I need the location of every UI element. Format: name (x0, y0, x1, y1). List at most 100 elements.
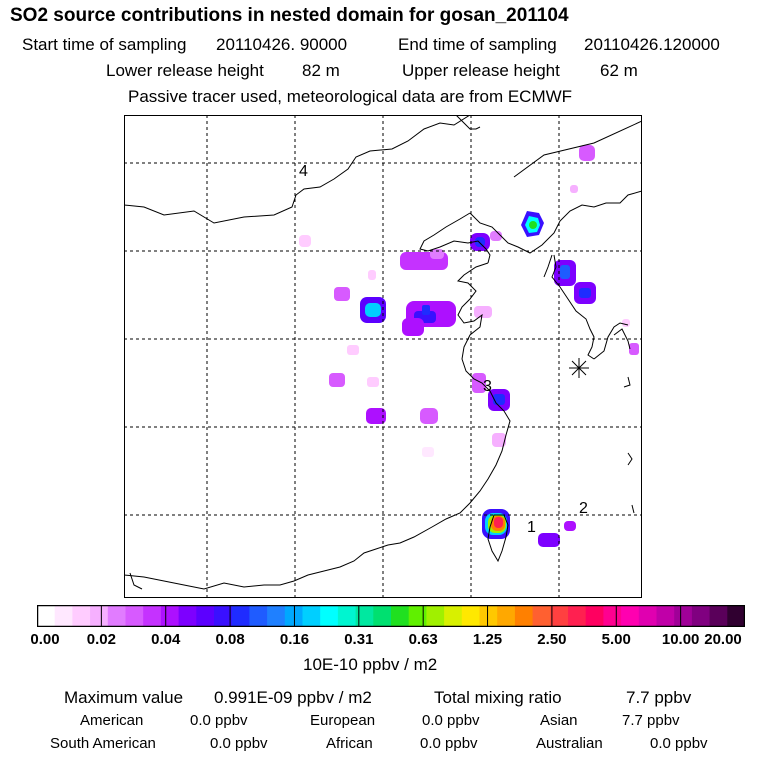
border-line (455, 115, 481, 130)
colorbar-swatch (621, 605, 640, 627)
coastline (551, 254, 595, 360)
colorbar-frame (37, 605, 745, 627)
plume-patch (366, 408, 386, 424)
lower-release-value: 82 m (302, 61, 340, 80)
colorbar-swatch (160, 605, 180, 627)
marker-2: 2 (579, 500, 588, 517)
colorbar-swatch (284, 605, 303, 627)
start-time-value: 20110426. 90000 (216, 35, 348, 54)
colorbar-tick-label: 0.16 (279, 631, 310, 648)
plume-patch (368, 270, 376, 280)
colorbar-tick-label: 0.63 (408, 631, 438, 648)
coastline (627, 452, 633, 466)
colorbar-swatch (178, 605, 197, 627)
colorbar-swatch (373, 605, 392, 627)
map-frame (124, 115, 642, 598)
marker-4: 4 (299, 163, 308, 180)
plume-patch (570, 185, 578, 193)
plume-patch (299, 235, 311, 247)
max-value-label: Maximum value (64, 688, 184, 707)
plume-patch (420, 408, 438, 424)
taiwan-coastline (487, 514, 509, 563)
colorbar-swatch (320, 605, 339, 627)
plume-patch (402, 301, 456, 336)
map-panel: 4 3 1 2 (124, 115, 642, 598)
plume-patch (554, 260, 576, 286)
lower-release-label: Lower release height (106, 61, 264, 80)
colorbar-swatch (231, 605, 250, 627)
colorbar-tick-label: 2.50 (537, 631, 567, 648)
coastline (129, 572, 143, 590)
plume-patch (579, 145, 595, 161)
colorbar-tick-label: 0.04 (151, 631, 181, 648)
colorbar-swatch (638, 605, 657, 627)
coastline (631, 504, 635, 514)
colorbar-swatch (691, 605, 711, 627)
plume-patch (490, 231, 502, 241)
graticule (124, 115, 642, 598)
colorbar-swatch (125, 605, 144, 627)
tracer-note: Passive tracer used, meteorological data… (128, 87, 573, 106)
region-south-american-name: South American (50, 735, 156, 752)
total-mixing-value: 7.7 ppbv (626, 688, 692, 707)
colorbar-swatch (214, 605, 233, 627)
border-line (124, 115, 471, 224)
receptor-asterisk-icon (569, 358, 589, 378)
max-value: 0.991E-09 ppbv / m2 (214, 688, 372, 707)
region-african-value: 0.0 ppbv (420, 735, 478, 752)
plume-patch (622, 319, 630, 327)
colorbar-tick-label: 0.08 (215, 631, 245, 648)
colorbar-tick-label: 0.31 (344, 631, 374, 648)
upper-release-value: 62 m (600, 61, 638, 80)
colorbar-swatch (550, 605, 569, 627)
upper-release-label: Upper release height (402, 61, 560, 80)
coastline (623, 376, 631, 388)
coastline (593, 322, 629, 360)
plume-patch (367, 377, 379, 387)
colorbar-swatch (408, 605, 427, 627)
region-asian-name: Asian (540, 712, 578, 729)
colorbar-tick-label: 20.00 (704, 631, 742, 648)
marker-1: 1 (527, 519, 536, 536)
colorbar-swatch (444, 605, 463, 627)
colorbar-tick-label: 0.02 (86, 631, 116, 648)
colorbar-swatch (585, 605, 604, 627)
plume-patch (629, 343, 639, 355)
border-line (469, 190, 642, 254)
plume-patch (472, 373, 486, 393)
border-line (513, 120, 642, 178)
colorbar-tick-label: 5.00 (601, 631, 631, 648)
colorbar-swatch (302, 605, 321, 627)
end-time-label: End time of sampling (398, 35, 557, 54)
chart-title: SO2 source contributions in nested domai… (10, 5, 569, 26)
region-australian-name: Australian (536, 735, 603, 752)
plume-patch (347, 345, 359, 355)
region-south-american-value: 0.0 ppbv (210, 735, 268, 752)
colorbar-swatch (391, 605, 410, 627)
colorbar-swatch (514, 605, 534, 627)
colorbar-swatch (267, 605, 286, 627)
colorbar-swatch (727, 605, 745, 627)
colorbar-swatch (355, 605, 374, 627)
total-mixing-label: Total mixing ratio (434, 688, 562, 707)
colorbar-swatch (72, 605, 91, 627)
colorbar-swatch (54, 605, 73, 627)
colorbar-swatch (461, 605, 480, 627)
coastline (543, 254, 553, 278)
plume-patch (334, 287, 350, 301)
plume-patch (492, 433, 506, 447)
colorbar-swatch (90, 605, 109, 627)
region-european-name: European (310, 712, 376, 729)
marker-3: 3 (483, 378, 492, 395)
colorbar (37, 605, 745, 627)
plume-patch (538, 521, 576, 547)
colorbar-swatch (709, 605, 728, 627)
colorbar-swatch (656, 605, 675, 627)
coastline (124, 262, 511, 590)
colorbar-swatch (479, 605, 498, 627)
plume-patch (574, 282, 596, 304)
colorbar-unit: 10E-10 ppbv / m2 (303, 655, 438, 674)
plume-patch (474, 306, 492, 318)
colorbar-swatch (143, 605, 162, 627)
coastline (419, 212, 491, 264)
